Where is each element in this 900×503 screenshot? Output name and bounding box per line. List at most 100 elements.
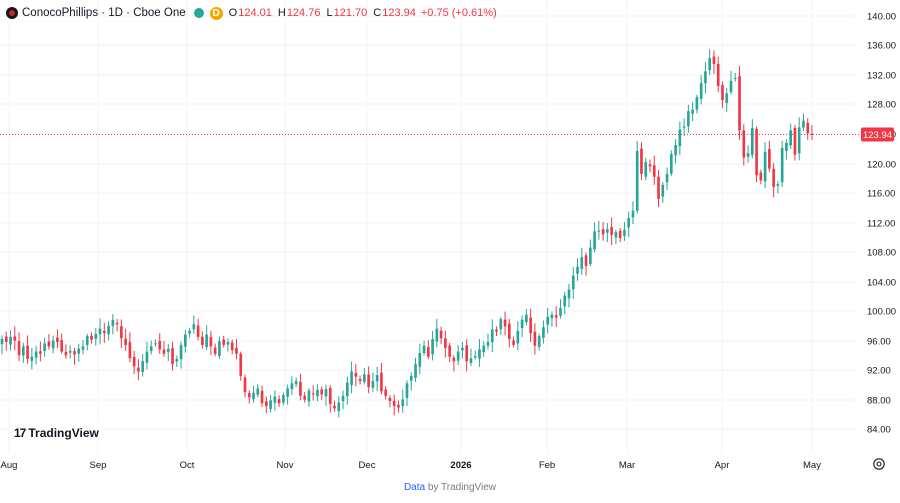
candle-body bbox=[350, 371, 353, 385]
candle-body bbox=[282, 395, 285, 403]
symbol-logo-icon bbox=[6, 7, 18, 19]
candle-body bbox=[196, 325, 200, 337]
candle-body bbox=[640, 148, 643, 174]
chart-legend: ConocoPhillips · 1D · Cboe One D O 124.01… bbox=[6, 5, 497, 21]
candle-body bbox=[43, 343, 46, 351]
candle-body bbox=[354, 372, 358, 377]
candle-body bbox=[51, 340, 55, 349]
change-value: +0.75 (+0.61%) bbox=[420, 7, 497, 19]
candle-body bbox=[776, 184, 780, 186]
x-tick-label: May bbox=[803, 460, 821, 471]
close-value: 123.94 bbox=[382, 7, 416, 19]
candle-body bbox=[94, 333, 98, 339]
candle-body bbox=[111, 319, 115, 326]
candle-body bbox=[435, 328, 439, 342]
candle-body bbox=[588, 247, 592, 265]
candle-body bbox=[422, 345, 426, 354]
delayed-data-badge[interactable]: D bbox=[209, 6, 223, 20]
candle-body bbox=[239, 353, 243, 376]
candle-body bbox=[252, 392, 255, 400]
candle-body bbox=[431, 339, 434, 355]
candle-body bbox=[345, 382, 349, 397]
candle-body bbox=[166, 348, 170, 353]
x-tick-label: Sep bbox=[90, 460, 107, 471]
x-tick-label: Feb bbox=[539, 460, 555, 471]
candle-body bbox=[759, 172, 763, 181]
candle-body bbox=[469, 358, 473, 363]
candle-body bbox=[409, 375, 413, 381]
data-link[interactable]: Data bbox=[403, 482, 426, 493]
candle-body bbox=[171, 348, 174, 365]
candle-body bbox=[303, 395, 307, 400]
y-tick-label: 128.00 bbox=[867, 100, 896, 111]
candle-body bbox=[606, 229, 609, 233]
candle-body bbox=[26, 345, 29, 359]
tradingview-logo[interactable]: 17 TradingView bbox=[9, 422, 101, 444]
candle-body bbox=[499, 319, 503, 330]
candle-body bbox=[47, 341, 51, 347]
candle-body bbox=[98, 328, 102, 335]
candle-body bbox=[183, 334, 187, 347]
candle-body bbox=[175, 358, 179, 362]
candle-body bbox=[21, 346, 25, 356]
candle-body bbox=[746, 153, 750, 157]
candle-body bbox=[218, 341, 221, 357]
x-tick-label: Apr bbox=[715, 460, 730, 471]
candle-body bbox=[247, 393, 251, 398]
candle-body bbox=[516, 330, 520, 344]
candle-body bbox=[209, 336, 213, 347]
symbol-title[interactable]: ConocoPhillips · 1D · Cboe One bbox=[22, 7, 186, 19]
candle-body bbox=[141, 361, 145, 372]
candle-body bbox=[320, 389, 324, 395]
candle-body bbox=[644, 162, 648, 177]
y-tick-label: 88.00 bbox=[867, 396, 891, 407]
candle-body bbox=[145, 351, 149, 363]
candle-body bbox=[793, 127, 797, 155]
candle-body bbox=[149, 346, 153, 352]
candle-body bbox=[363, 374, 366, 382]
candle-body bbox=[222, 339, 226, 345]
candle-body bbox=[269, 400, 272, 409]
x-tick-label: 2026 bbox=[450, 460, 471, 471]
candle-body bbox=[678, 129, 682, 147]
candle-body bbox=[367, 374, 370, 387]
candle-body bbox=[341, 395, 345, 402]
gear-icon[interactable] bbox=[872, 457, 886, 471]
grid-layer bbox=[0, 0, 855, 452]
candle-body bbox=[397, 404, 400, 408]
candle-body bbox=[635, 150, 639, 211]
candle-body bbox=[529, 317, 532, 334]
open-label: O bbox=[228, 7, 238, 19]
candle-body bbox=[507, 323, 511, 340]
candle-body bbox=[273, 396, 277, 403]
candle-body bbox=[789, 130, 793, 146]
candle-body bbox=[733, 77, 737, 79]
candle-body bbox=[418, 353, 422, 367]
price-axis: 84.00 88.00 92.00 96.00 100.00 104.00 108.00 11… bbox=[861, 12, 896, 436]
candle-body bbox=[235, 347, 238, 354]
candle-body bbox=[520, 319, 524, 329]
open-value: 124.01 bbox=[238, 7, 272, 19]
candle-body bbox=[162, 349, 166, 354]
candle-body bbox=[597, 230, 601, 232]
candle-body bbox=[90, 335, 93, 340]
candle-body bbox=[780, 148, 784, 183]
candle-body bbox=[0, 339, 4, 345]
candle-body bbox=[102, 330, 106, 334]
y-tick-label: 136.00 bbox=[867, 41, 896, 52]
candle-body bbox=[716, 63, 720, 87]
last-price-label: 123.94 bbox=[863, 130, 892, 141]
candle-body bbox=[695, 97, 699, 110]
candle-body bbox=[371, 381, 375, 388]
y-tick-label: 132.00 bbox=[867, 71, 896, 82]
close-label: C bbox=[373, 7, 382, 19]
candle-body bbox=[115, 322, 119, 325]
candle-body bbox=[712, 56, 716, 64]
candle-body bbox=[77, 348, 81, 354]
candle-body bbox=[550, 314, 554, 319]
candle-body bbox=[256, 388, 260, 395]
candle-body bbox=[482, 345, 486, 353]
candle-body bbox=[81, 346, 85, 350]
